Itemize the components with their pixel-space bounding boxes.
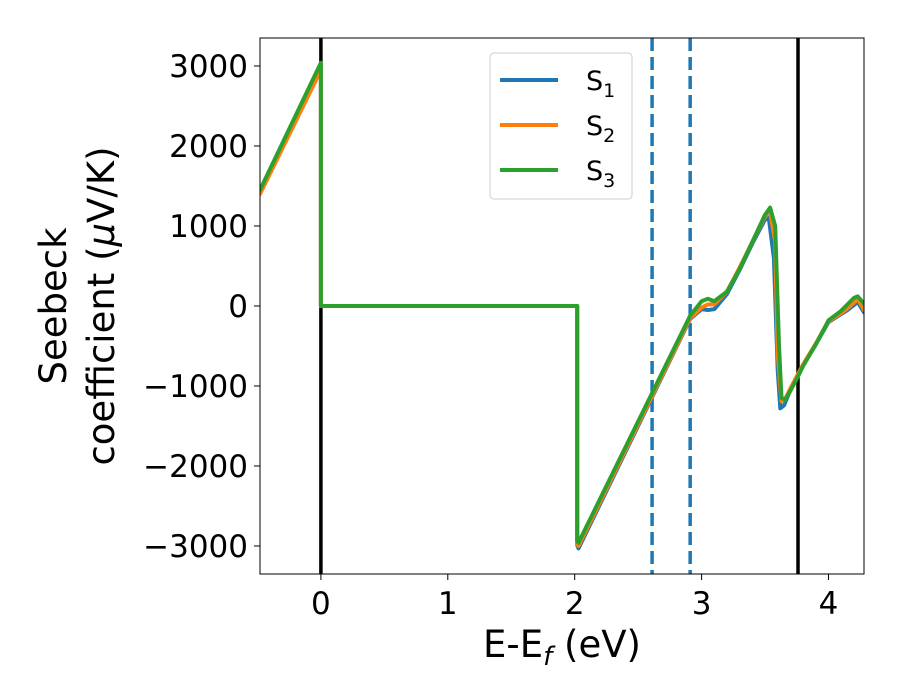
y-axis-label-unit: V/K)	[80, 146, 123, 222]
y-tick-label: 2000	[169, 129, 248, 165]
axis-ticks: 0 1 2 3 4 −3000 −2000 −1000 0 1000 2000 3000	[143, 49, 838, 622]
x-axis-label: E-Ef (eV)	[483, 623, 641, 672]
x-tick-label: 0	[311, 586, 331, 622]
legend-label-s2: S2	[586, 111, 615, 147]
y-tick-label: 3000	[169, 49, 248, 85]
y-axis-label-line1: Seebeck	[32, 227, 75, 385]
x-tick-label: 4	[819, 586, 839, 622]
y-tick-label: 1000	[169, 209, 248, 245]
x-tick-label: 2	[565, 586, 585, 622]
x-axis-label-main: E-E	[483, 623, 543, 666]
series-line-s3	[260, 60, 864, 545]
legend-box	[489, 52, 633, 200]
x-tick-label: 1	[438, 586, 458, 622]
legend-label-s1: S1	[586, 66, 615, 102]
y-tick-label: −2000	[143, 449, 248, 485]
series-lines	[260, 60, 864, 551]
y-axis-label-prefix: coefficient (	[80, 246, 123, 465]
y-tick-label: −3000	[143, 529, 248, 565]
y-axis-label: Seebeck coefficient (μV/K)	[32, 146, 123, 465]
legend-label-s3: S3	[586, 156, 615, 192]
y-tick-label: 0	[228, 289, 248, 325]
legend: S1 S2 S3	[489, 52, 633, 200]
y-tick-label: −1000	[143, 369, 248, 405]
x-tick-label: 3	[692, 586, 712, 622]
y-axis-label-line2: coefficient (μV/K)	[80, 146, 123, 465]
x-axis-label-unit: (eV)	[552, 623, 641, 666]
y-axis-label-mu: μ	[80, 223, 123, 248]
